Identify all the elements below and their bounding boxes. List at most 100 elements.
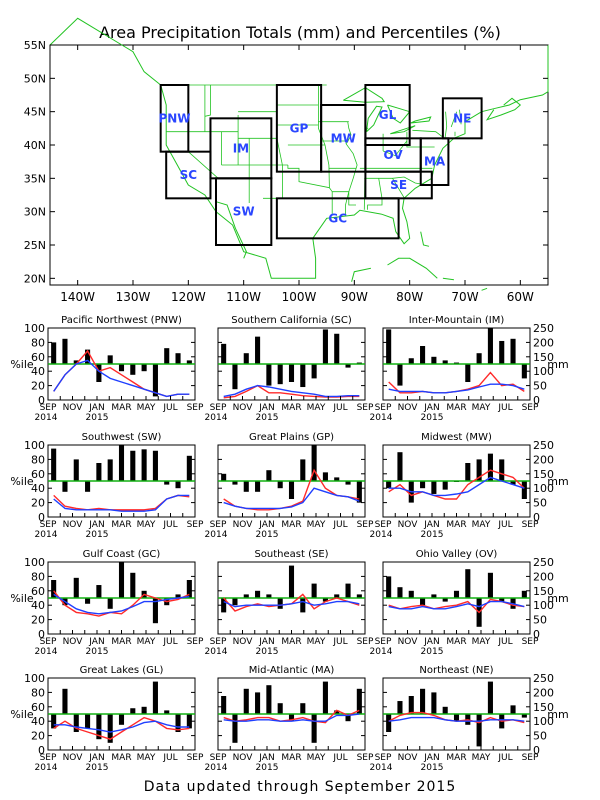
percentile-bar (266, 364, 272, 386)
percentile-bar (118, 364, 125, 372)
percentile-bar (345, 714, 351, 722)
percentile-bar (510, 338, 516, 364)
panel-title: Southern California (SC) (231, 315, 352, 326)
series-line-total-mm (388, 476, 525, 497)
x-tick-label: MAY (137, 403, 156, 413)
percentile-bar (408, 358, 414, 364)
panel-title: Great Plains (GP) (249, 432, 334, 443)
series-line-percentile (223, 709, 360, 724)
x-year-mid: 2015 (421, 763, 444, 773)
left-axis-label: %ile (10, 708, 34, 721)
percentile-bar (232, 481, 238, 485)
x-tick-label: SEP (357, 753, 374, 763)
percentile-bar (186, 580, 192, 598)
x-tick-label: SEP (375, 753, 392, 763)
series-line-total-mm (223, 713, 360, 722)
right-tick-label: 50 (533, 380, 547, 393)
x-year-mid: 2015 (256, 647, 279, 657)
panel-title: Southeast (SE) (254, 549, 328, 560)
right-tick-label: 150 (533, 351, 554, 364)
percentile-bar (118, 562, 125, 598)
percentile-bar (487, 572, 493, 598)
x-tick-label: NOV (63, 403, 84, 413)
x-tick-label: SEP (40, 403, 57, 413)
percentile-bar (232, 598, 238, 606)
x-year-start: 2014 (370, 647, 393, 657)
percentile-bar (397, 587, 403, 598)
x-tick-label: SEP (210, 637, 227, 647)
region-label-sc: SC (180, 168, 198, 182)
percentile-bar (397, 452, 403, 481)
left-tick-label: 60 (31, 585, 45, 598)
percentile-bar (118, 714, 125, 725)
state-border-21 (345, 121, 358, 215)
x-tick-label: JUL (497, 637, 512, 647)
percentile-bar (85, 481, 91, 492)
percentile-bar (453, 590, 460, 598)
left-tick-label: 20 (31, 730, 45, 743)
left-tick-label: 60 (31, 468, 45, 481)
percentile-bar (521, 364, 527, 379)
x-tick-label: JUL (497, 520, 512, 530)
percentile-bar (73, 360, 79, 364)
x-tick-label: NOV (398, 403, 419, 413)
percentile-bar (277, 364, 283, 385)
x-tick-label: NOV (398, 753, 419, 763)
x-tick-label: JUL (162, 637, 177, 647)
percentile-bar (118, 445, 125, 481)
percentile-bar (186, 714, 192, 729)
x-tick-label: MAR (111, 637, 131, 647)
percentile-bar (96, 364, 102, 382)
x-year-start: 2014 (35, 763, 58, 773)
percentile-bar (51, 342, 57, 364)
percentile-bar (62, 688, 68, 714)
percentile-bar (288, 714, 295, 722)
percentile-bar (221, 696, 227, 714)
panel-4: Great Plains (GP)SEP NOV JAN MAR MAY JUL SEP20… (205, 432, 374, 540)
left-tick-label: 20 (31, 497, 45, 510)
lat-label: 20N (24, 272, 46, 285)
panel-1: Southern California (SC) SEP NOV JAN MAR MAY J… (205, 315, 374, 423)
lon-label: 60W (507, 290, 534, 304)
percentile-bar (141, 449, 147, 481)
x-tick-label: MAY (472, 637, 491, 647)
coastline-6 (481, 287, 488, 291)
lat-label: 55N (24, 39, 46, 52)
x-year-start: 2014 (35, 647, 58, 657)
percentile-bar (130, 364, 136, 375)
x-year-mid: 2015 (86, 763, 109, 773)
percentile-bar (311, 583, 317, 598)
percentile-bar (141, 364, 147, 372)
region-label-sw: SW (233, 205, 255, 219)
percentile-bar (386, 481, 392, 489)
x-tick-label: NOV (63, 520, 84, 530)
x-year-start: 2014 (205, 763, 228, 773)
percentile-bar (420, 346, 426, 364)
state-border-28 (364, 176, 427, 186)
left-tick-label: 20 (31, 614, 45, 627)
percentile-bar (277, 703, 283, 714)
percentile-bar (141, 706, 147, 714)
x-tick-label: MAR (111, 520, 131, 530)
x-tick-label: JUL (497, 403, 512, 413)
percentile-bar (255, 590, 261, 598)
x-tick-label: SEP (187, 520, 204, 530)
series-line-total-mm (53, 359, 190, 398)
x-tick-label: MAY (137, 753, 156, 763)
percentile-bar (164, 348, 170, 364)
percentile-bar (277, 481, 283, 489)
x-tick-label: SEP (187, 403, 204, 413)
x-tick-label: NOV (398, 520, 419, 530)
region-label-se: SE (390, 178, 407, 192)
right-tick-label: 50 (533, 730, 547, 743)
region-box-gl (364, 84, 411, 146)
right-tick-label: 0 (533, 744, 540, 757)
percentile-bar (442, 360, 448, 364)
x-year-mid: 2015 (256, 530, 279, 540)
percentile-bar (51, 714, 57, 729)
coastline-5 (442, 277, 454, 281)
region-label-gl: GL (379, 108, 397, 122)
x-tick-label: MAR (446, 403, 466, 413)
